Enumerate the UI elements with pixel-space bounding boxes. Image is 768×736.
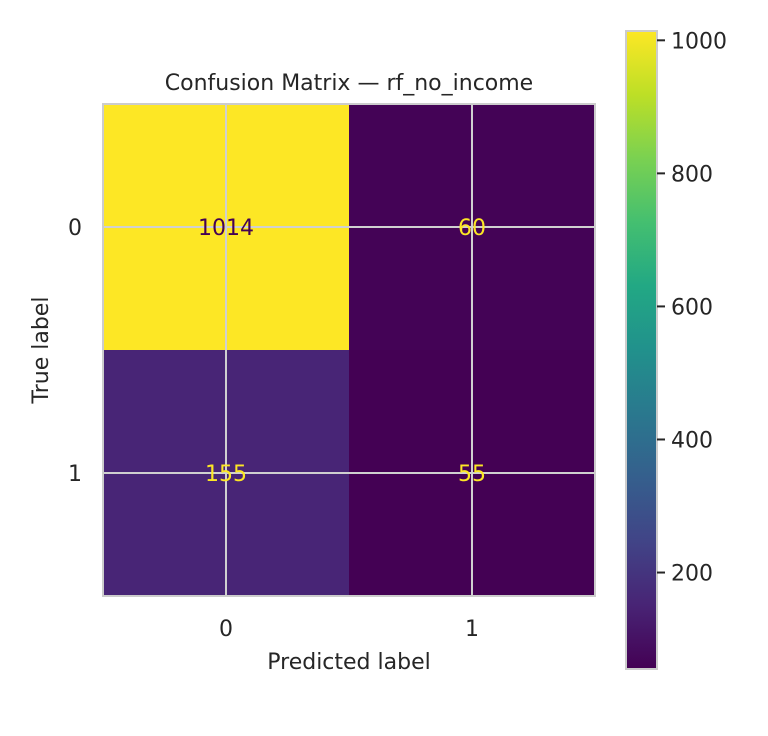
cell-value-label: 155 xyxy=(205,462,247,487)
x-axis-label: Predicted label xyxy=(267,650,430,675)
cell-value-label: 60 xyxy=(458,216,486,241)
y-tick-label: 0 xyxy=(68,216,82,241)
colorbar-tick-label: 600 xyxy=(671,295,713,320)
x-tick-label: 0 xyxy=(219,617,233,642)
colorbar-tick-label: 800 xyxy=(671,162,713,187)
y-axis-label: True label xyxy=(29,297,54,405)
cell-value-label: 1014 xyxy=(198,216,254,241)
colorbar-tick-label: 1000 xyxy=(671,29,727,54)
cell-value-label: 55 xyxy=(458,462,486,487)
plot-frame xyxy=(102,103,596,597)
colorbar-tick-label: 400 xyxy=(671,428,713,453)
y-tick-label: 1 xyxy=(68,462,82,487)
colorbar xyxy=(625,30,658,670)
colorbar-tick-label: 200 xyxy=(671,562,713,587)
x-tick-label: 1 xyxy=(465,617,479,642)
chart-title: Confusion Matrix — rf_no_income xyxy=(165,71,533,96)
